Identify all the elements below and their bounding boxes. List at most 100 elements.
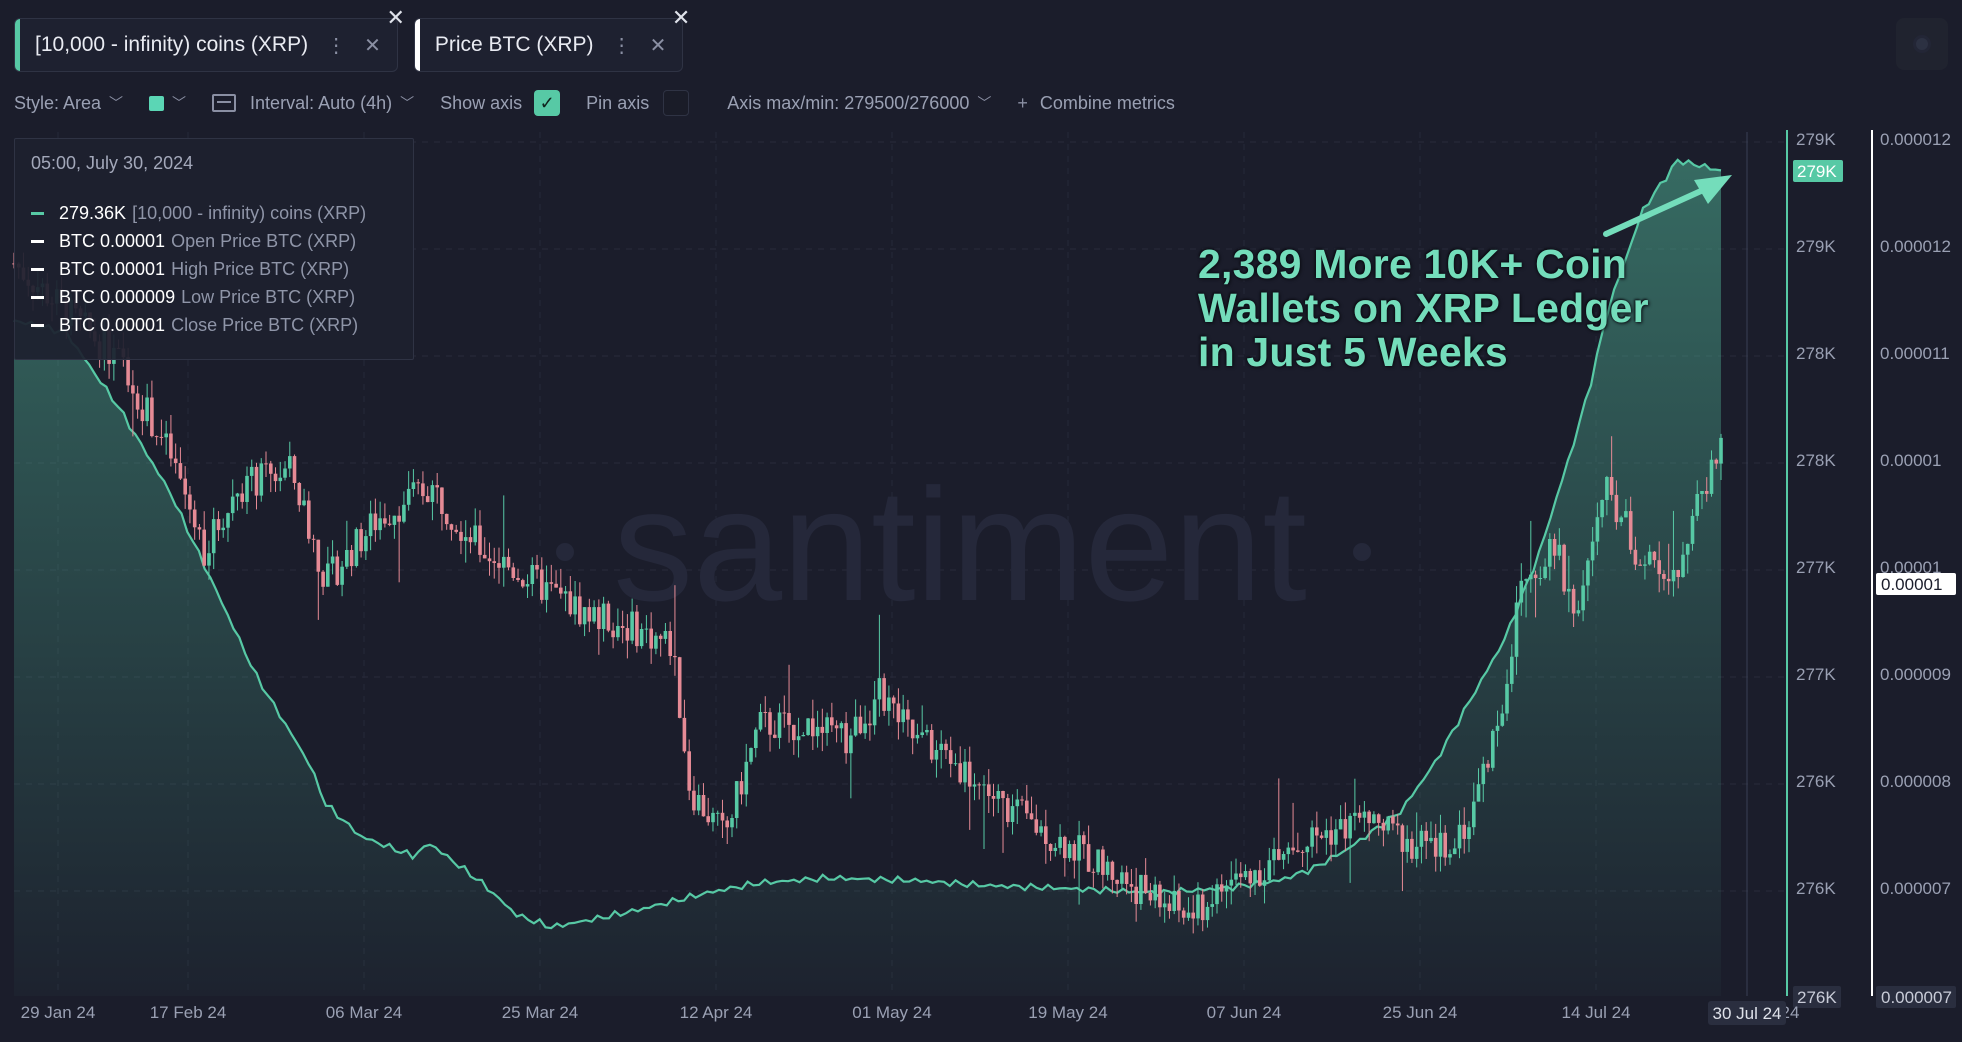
candle-body bbox=[806, 718, 810, 735]
color-swatch bbox=[149, 95, 165, 111]
combine-metrics-button[interactable]: + Combine metrics bbox=[1017, 93, 1175, 114]
tab-wallets-metric[interactable]: [10,000 - infinity) coins (XRP) ⋮ ✕ ✕ bbox=[14, 5, 405, 72]
candle-body bbox=[692, 790, 696, 811]
candle-body bbox=[1215, 884, 1219, 905]
candle-body bbox=[1343, 819, 1348, 839]
style-dropdown[interactable]: Style: Area ﹀ bbox=[14, 93, 123, 114]
candle-body bbox=[1700, 491, 1704, 494]
x-tick-label: 25 Mar 24 bbox=[502, 1003, 579, 1022]
candle-body bbox=[1519, 580, 1524, 603]
candle-body bbox=[1348, 815, 1352, 839]
chart-annotation: 2,389 More 10K+ Coin Wallets on XRP Ledg… bbox=[1198, 242, 1649, 374]
candle-body bbox=[1167, 903, 1172, 911]
candle-body bbox=[1353, 812, 1357, 816]
candle-body bbox=[1624, 511, 1628, 518]
candle-body bbox=[373, 513, 378, 531]
legend-value: BTC 0.000009 bbox=[59, 287, 176, 307]
more-options-icon[interactable]: ⋮ bbox=[326, 34, 347, 57]
candle-body bbox=[392, 515, 397, 525]
candle-body bbox=[435, 485, 439, 488]
checkbox-empty-icon[interactable] bbox=[663, 90, 690, 116]
close-icon[interactable]: ✕ bbox=[671, 5, 691, 30]
candle-body bbox=[487, 558, 492, 562]
remove-icon[interactable]: ✕ bbox=[364, 34, 381, 57]
candle-body bbox=[1386, 816, 1390, 831]
arrow-shaft bbox=[1603, 183, 1715, 237]
candle-body bbox=[145, 397, 149, 422]
candle-body bbox=[1319, 835, 1324, 838]
close-icon[interactable]: ✕ bbox=[386, 5, 405, 30]
candle-body bbox=[1124, 872, 1129, 884]
candle-body bbox=[226, 513, 230, 528]
candle-body bbox=[611, 630, 615, 638]
tab-label: [10,000 - infinity) coins (XRP) bbox=[35, 33, 309, 56]
dot-icon bbox=[1916, 38, 1928, 50]
candle-body bbox=[254, 466, 259, 496]
more-options-icon[interactable]: ⋮ bbox=[611, 34, 632, 57]
legend-row: BTC 0.00001 Open Price BTC (XRP) bbox=[31, 231, 356, 252]
candle-body bbox=[140, 409, 145, 422]
legend-label: Low Price BTC (XRP) bbox=[181, 287, 356, 307]
candle-body bbox=[1695, 494, 1699, 516]
candle-body bbox=[1372, 814, 1376, 824]
candle-body bbox=[948, 750, 953, 764]
candle-body bbox=[834, 725, 839, 729]
axis-maxmin-dropdown[interactable]: Axis max/min: 279500/276000 ﹀ bbox=[727, 93, 991, 114]
candle-body bbox=[1400, 825, 1405, 852]
candle-body bbox=[1086, 844, 1091, 872]
candle-body bbox=[958, 763, 962, 783]
candle-body bbox=[1101, 849, 1105, 875]
candle-body bbox=[1281, 854, 1286, 860]
tab-color-bar bbox=[15, 19, 20, 71]
candle-body bbox=[1277, 849, 1281, 860]
candle-body bbox=[1248, 871, 1253, 884]
candle-body bbox=[240, 493, 244, 502]
interval-dropdown[interactable]: Interval: Auto (4h) ﹀ bbox=[212, 93, 414, 114]
candle-body bbox=[1666, 578, 1671, 582]
x-tick-label: 06 Mar 24 bbox=[326, 1003, 403, 1022]
y-right-tick-label: 0.000008 bbox=[1880, 772, 1951, 791]
candle-body bbox=[1605, 477, 1609, 500]
legend-label: Close Price BTC (XRP) bbox=[171, 315, 359, 335]
candle-body bbox=[1129, 884, 1134, 887]
candle-body bbox=[1082, 835, 1086, 845]
candle-body bbox=[230, 496, 235, 514]
candle-body bbox=[192, 509, 197, 528]
candle-body bbox=[169, 433, 173, 459]
candle-body bbox=[1139, 874, 1143, 904]
y-left-tick-label: 278K bbox=[1796, 451, 1836, 470]
pin-axis-toggle[interactable]: Pin axis bbox=[586, 90, 690, 116]
candle-body bbox=[1044, 826, 1048, 844]
wallets-line bbox=[13, 158, 1722, 930]
color-picker[interactable]: ﹀ bbox=[149, 93, 186, 113]
candle-body bbox=[796, 736, 801, 741]
candle-body bbox=[616, 626, 620, 638]
candle-body bbox=[207, 553, 211, 566]
candle-body bbox=[663, 631, 668, 639]
legend-label: High Price BTC (XRP) bbox=[171, 259, 350, 279]
candle-body bbox=[549, 582, 554, 584]
y-left-tick-label: 279K bbox=[1796, 237, 1836, 256]
remove-icon[interactable]: ✕ bbox=[649, 34, 667, 57]
candle-body bbox=[135, 393, 140, 410]
candle-body bbox=[1048, 844, 1053, 851]
candle-body bbox=[173, 458, 178, 464]
tab-price-metric[interactable]: Price BTC (XRP) ⋮ ✕ ✕ bbox=[413, 5, 690, 72]
candle-body bbox=[259, 463, 264, 496]
candle-body bbox=[891, 697, 896, 704]
candle-body bbox=[1315, 827, 1319, 836]
candle-body bbox=[1395, 823, 1400, 826]
candle-body bbox=[1219, 884, 1224, 892]
candle-body bbox=[1410, 838, 1414, 859]
y-left-tick-label: 277K bbox=[1796, 665, 1836, 684]
checkbox-checked-icon[interactable]: ✓ bbox=[534, 90, 561, 116]
current-x-badge bbox=[1708, 1001, 1786, 1025]
y-right-tick-label: 0.000012 bbox=[1880, 130, 1951, 149]
show-axis-toggle[interactable]: Show axis ✓ bbox=[440, 90, 561, 116]
candle-body bbox=[444, 513, 449, 525]
candle-body bbox=[264, 463, 268, 465]
y-left-tick-label: 277K bbox=[1796, 558, 1836, 577]
candle-body bbox=[1671, 570, 1676, 582]
settings-button[interactable] bbox=[1896, 18, 1948, 70]
candle-body bbox=[839, 723, 844, 729]
